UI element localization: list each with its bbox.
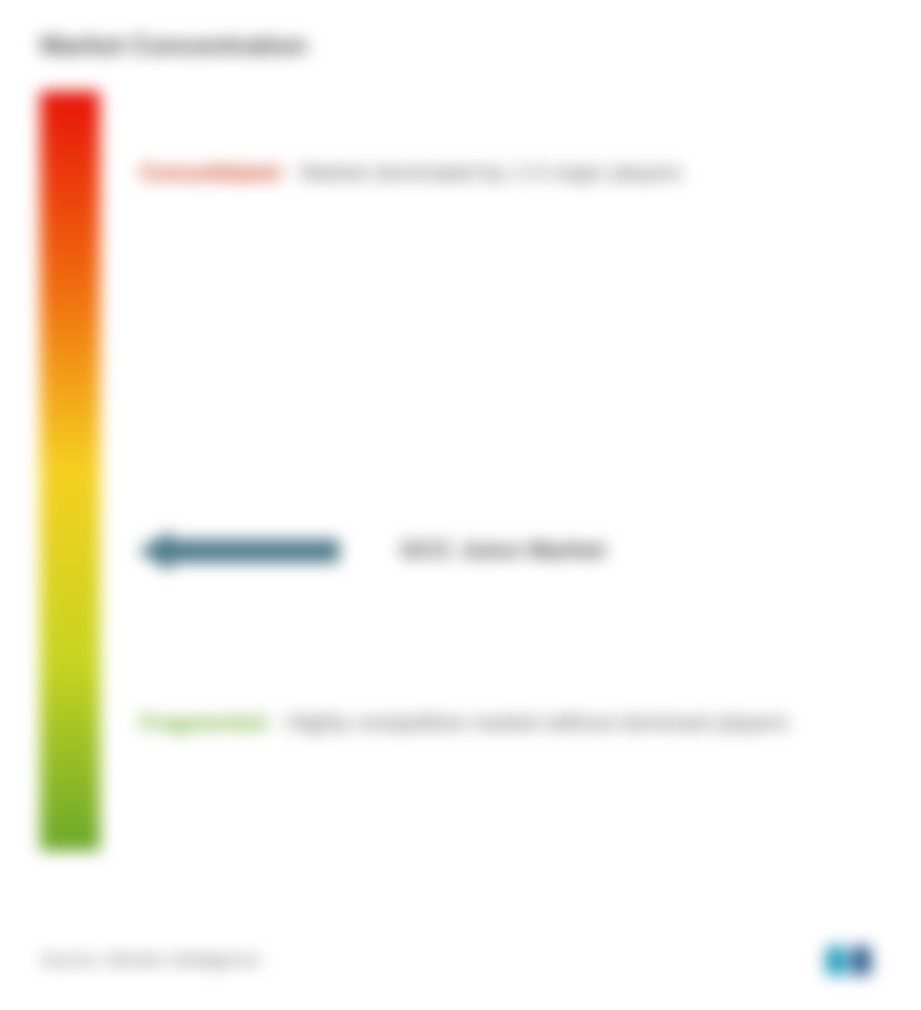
fragmented-label: Fragmented - Highly competitive market w… bbox=[140, 706, 789, 739]
market-label: GCC Juice Market bbox=[400, 537, 605, 565]
labels-container: Consolidated - Market dominated by 1-5 m… bbox=[100, 91, 881, 851]
concentration-gradient-bar bbox=[40, 91, 100, 851]
page-title: Market Concentration bbox=[40, 30, 881, 61]
consolidated-desc: - Market dominated by 1-5 major players bbox=[287, 156, 682, 189]
footer: Source: Mordor Intelligence bbox=[40, 940, 881, 980]
consolidated-key: Consolidated bbox=[140, 156, 279, 189]
market-pointer-row: GCC Juice Market bbox=[140, 531, 605, 571]
arrow-left-icon bbox=[140, 531, 340, 571]
consolidated-label: Consolidated - Market dominated by 1-5 m… bbox=[140, 156, 682, 189]
logo-icon bbox=[821, 940, 881, 980]
fragmented-key: Fragmented bbox=[140, 706, 266, 739]
source-text: Source: Mordor Intelligence bbox=[40, 950, 260, 971]
content-area: Consolidated - Market dominated by 1-5 m… bbox=[40, 91, 881, 851]
fragmented-desc: - Highly competitive market without domi… bbox=[274, 706, 789, 739]
